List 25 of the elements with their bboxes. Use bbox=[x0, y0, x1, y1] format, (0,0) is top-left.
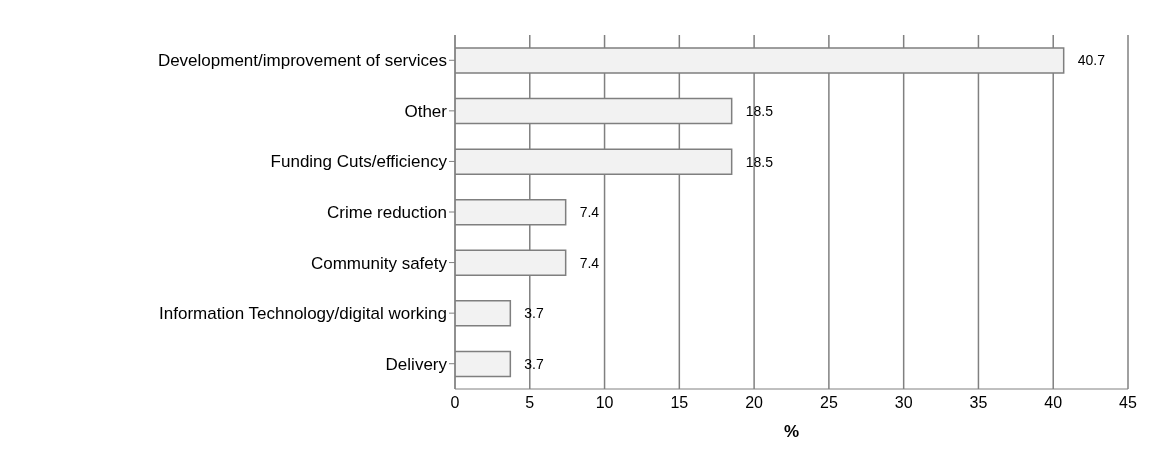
x-tick-label: 40 bbox=[1044, 394, 1063, 412]
y-tick-label: Community safety bbox=[310, 253, 448, 273]
x-tick-label: 35 bbox=[969, 394, 988, 412]
data-label: 40.7 bbox=[1077, 52, 1106, 69]
x-tick-label: 20 bbox=[745, 394, 764, 412]
data-label: 3.7 bbox=[524, 355, 545, 372]
x-tick-label: 15 bbox=[670, 394, 689, 412]
y-tick-label: Crime reduction bbox=[327, 203, 447, 223]
data-label: 18.5 bbox=[745, 103, 774, 120]
data-label: 7.4 bbox=[579, 254, 600, 271]
x-tick-label: 0 bbox=[450, 394, 460, 412]
x-tick-label: 25 bbox=[819, 394, 838, 412]
x-tick-label: 10 bbox=[595, 394, 614, 412]
y-tick-label: Information Technology/digital working bbox=[159, 304, 447, 324]
y-tick-label: Funding Cuts/efficiency bbox=[270, 152, 448, 172]
x-tick-label: 30 bbox=[894, 394, 913, 412]
y-tick-label: Other bbox=[404, 101, 448, 121]
y-tick-label: Development/improvement of services bbox=[157, 51, 447, 71]
x-axis-title: % bbox=[783, 422, 800, 441]
data-label: 7.4 bbox=[579, 204, 600, 221]
data-label: 3.7 bbox=[524, 305, 545, 322]
x-tick-label: 45 bbox=[1119, 394, 1137, 412]
data-label: 18.5 bbox=[745, 153, 774, 170]
y-tick-label: Delivery bbox=[385, 354, 448, 374]
x-tick-label: 5 bbox=[525, 394, 535, 412]
